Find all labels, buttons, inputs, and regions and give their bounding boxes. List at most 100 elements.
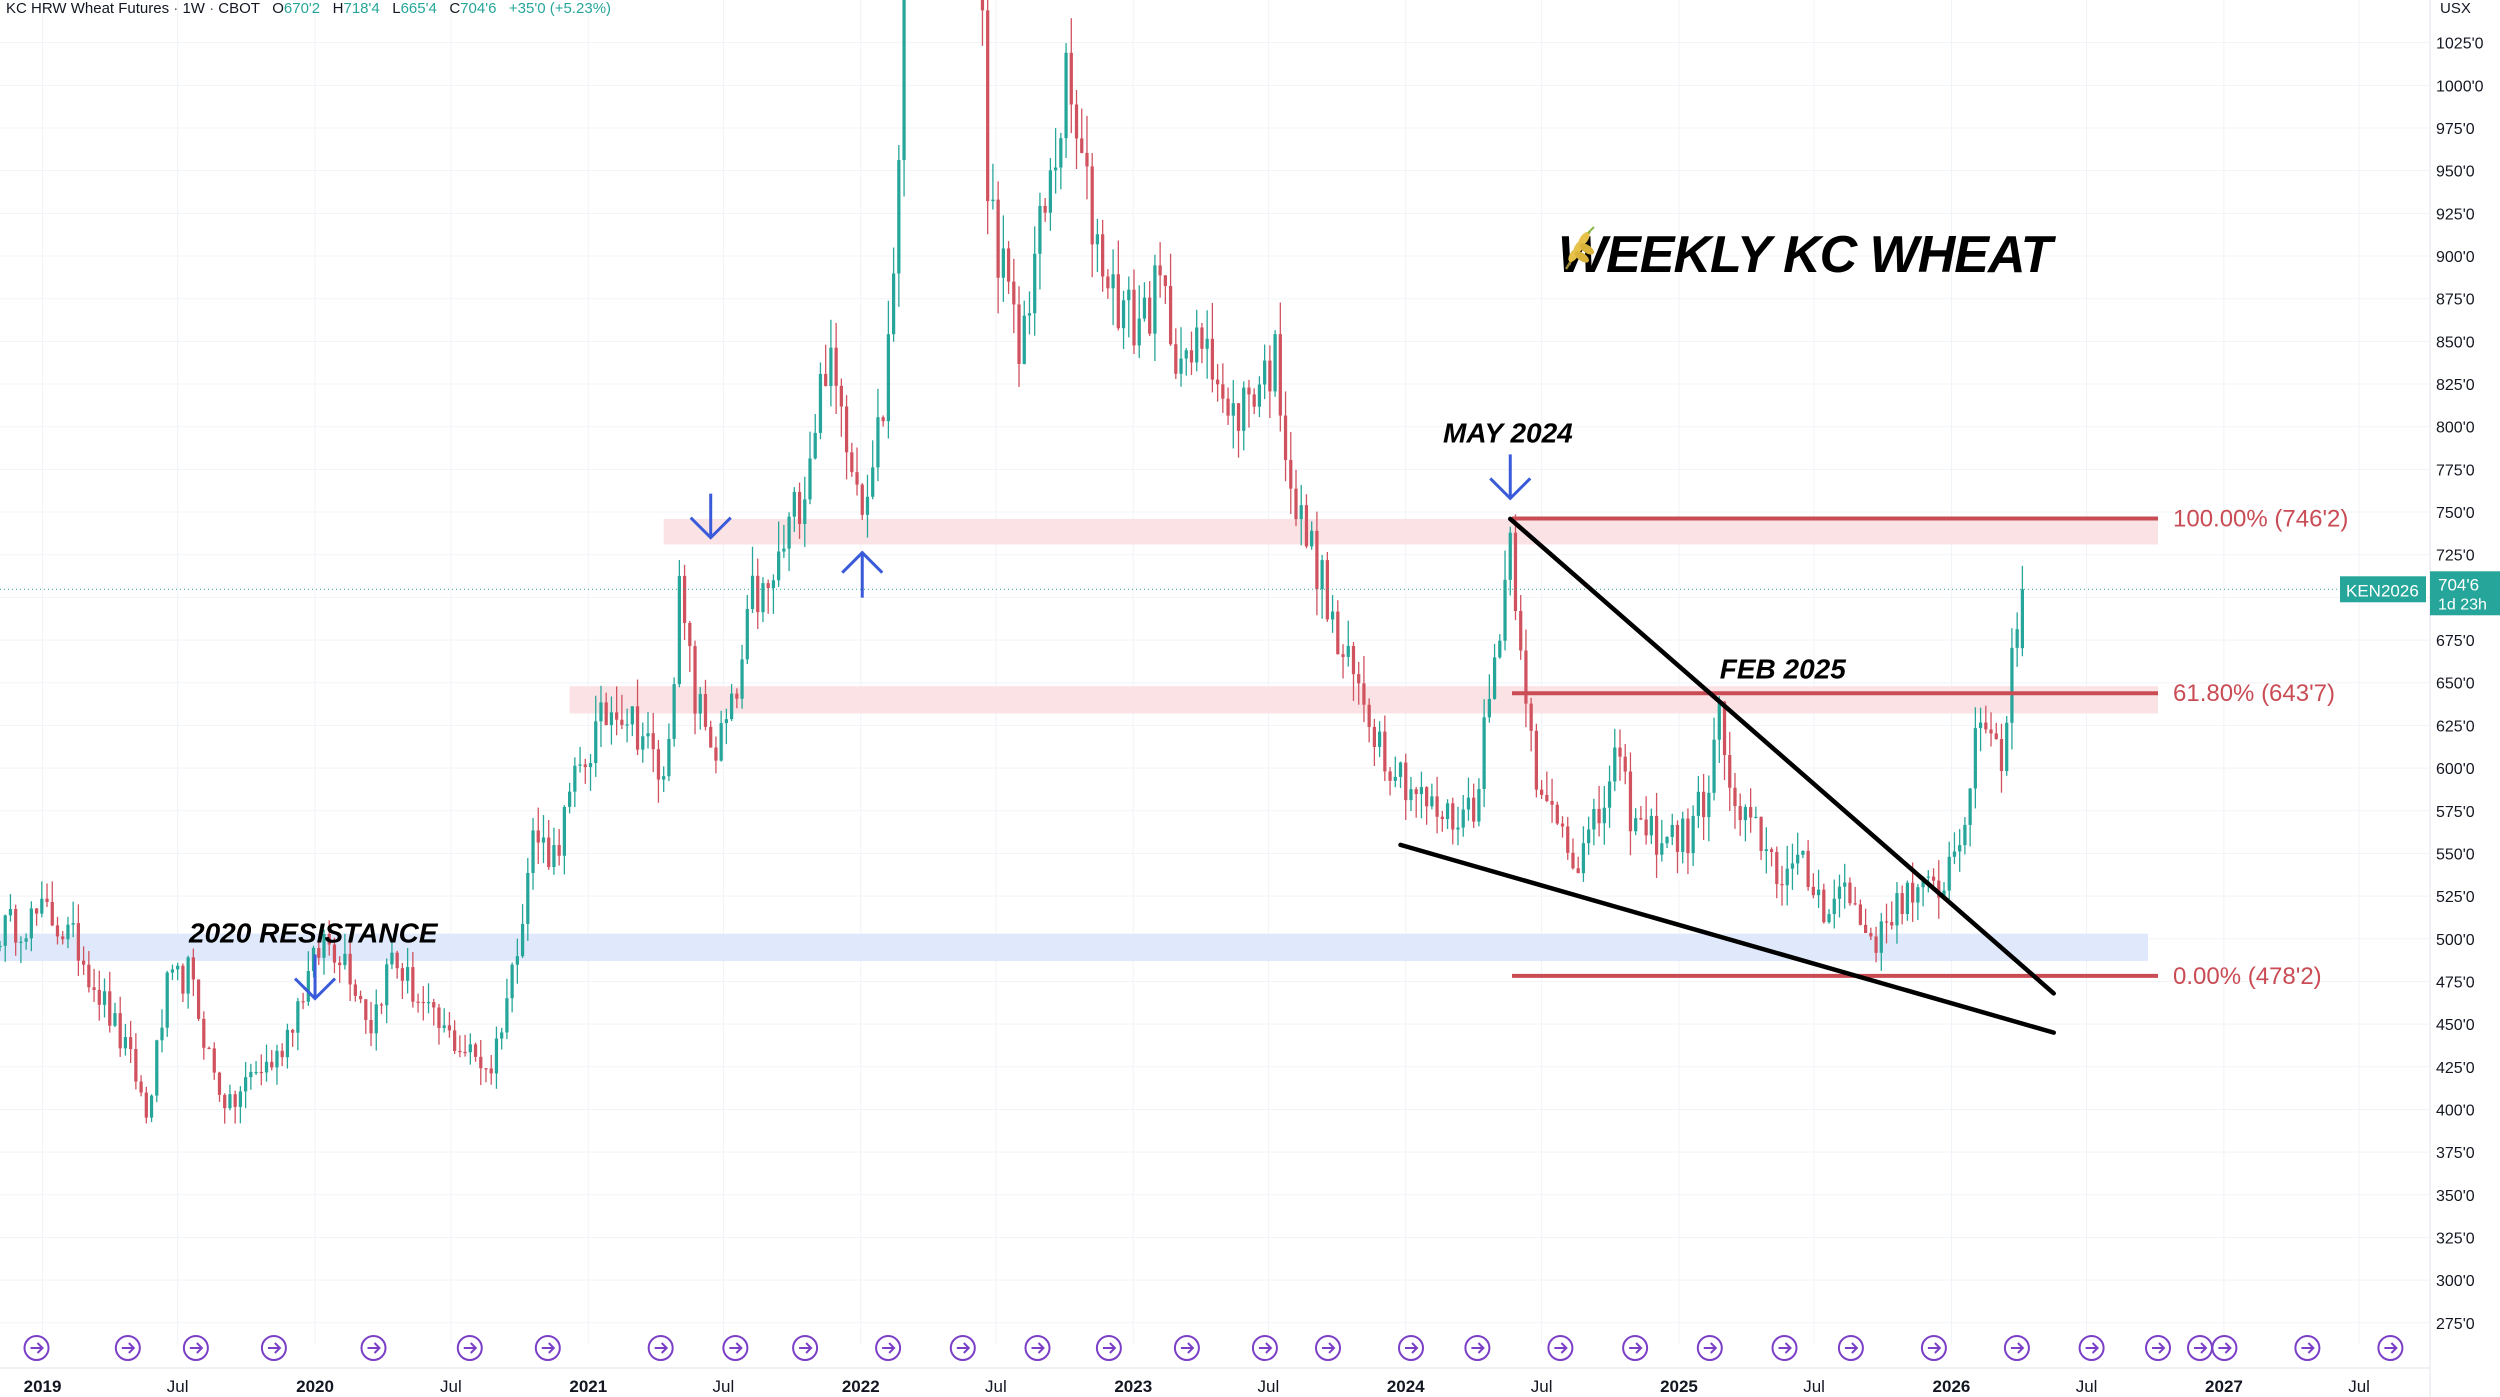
candle-body [1911,882,1915,903]
candle-body [1869,933,1873,937]
candle-body [437,1007,441,1029]
event-marker-icon[interactable] [792,1335,819,1361]
event-marker-icon[interactable] [1464,1335,1491,1361]
candle-body [855,472,859,485]
event-marker-icon[interactable] [23,1335,50,1361]
candle-body [1315,530,1319,590]
currency-label[interactable]: USX [2440,0,2471,17]
candle-body [484,1068,488,1070]
event-marker-icon[interactable] [2294,1335,2321,1361]
time-tick-label: Jul [713,1377,735,1396]
candle-body [1425,787,1429,807]
event-marker-icon[interactable] [1547,1335,1574,1361]
event-marker-icon[interactable] [1024,1335,1051,1361]
time-tick-label: Jul [2348,1377,2370,1396]
candle-body [1043,205,1047,213]
candle-body [113,1013,117,1026]
event-marker-icon[interactable] [1095,1335,1122,1361]
event-marker-icon[interactable] [114,1335,141,1361]
candle-body [829,347,833,387]
candle-body [1931,876,1936,881]
candle-body [123,1037,128,1049]
event-marker-icon[interactable] [722,1335,749,1361]
candle-body [1701,791,1706,818]
candle-body [1268,360,1272,392]
candle-body [594,721,598,764]
candle-body [2015,629,2019,648]
candle-body [202,1018,206,1048]
high-label: H [332,0,344,17]
event-marker-icon[interactable] [647,1335,674,1361]
price-axis[interactable]: 275'0 300'0 325'0 350'0 375'0 400'0 425'0 450'0… [2340,0,2500,1397]
event-marker-icon[interactable] [1696,1335,1723,1361]
candle-body [609,712,614,726]
event-marker-arrow [541,1342,556,1354]
candle-body [1560,823,1565,827]
candle-body [66,924,70,940]
candle-body [8,908,13,916]
candle-body [1221,384,1225,399]
candle-body [630,706,634,725]
event-markers[interactable] [23,1335,2404,1361]
time-axis[interactable]: 2019 Jul 2020 Jul 2021 Jul 2022 Jul 2023 Jul 2024 J… [0,1367,2430,1396]
candle-body [735,693,739,699]
candle-body [45,898,49,902]
event-marker-icon[interactable] [2211,1335,2238,1361]
event-marker-icon[interactable] [1920,1335,1947,1361]
event-marker-icon[interactable] [949,1335,976,1361]
candle-body [50,901,54,926]
symbol-name[interactable]: KC HRW Wheat Futures [6,0,170,17]
event-marker-icon[interactable] [2187,1335,2213,1361]
candle-body [1053,167,1058,171]
candle-body [1513,532,1518,612]
candle-body [1414,789,1418,795]
event-marker-icon[interactable] [1173,1335,1200,1361]
candle-body [547,837,551,868]
event-marker-icon[interactable] [534,1335,561,1361]
event-marker-icon[interactable] [2145,1335,2171,1361]
event-marker-icon[interactable] [2003,1335,2030,1361]
event-marker-icon[interactable] [2078,1335,2105,1361]
event-marker-arrow [367,1342,381,1354]
candle-body [510,964,514,999]
wheat-icon [1564,226,1595,270]
event-marker-icon[interactable] [182,1335,209,1361]
candle-body [860,484,864,515]
candle-body [1749,807,1753,818]
candle-body [667,738,671,777]
event-marker-arrow [2152,1342,2166,1354]
event-marker-arrow [2085,1342,2100,1354]
symbol-legend[interactable]: KC HRW Wheat Futures · 1W · CBOT O670'2 … [6,0,611,18]
event-marker-icon[interactable] [1251,1335,1278,1361]
event-marker-icon[interactable] [260,1335,287,1361]
down-arrow-icon [689,516,732,540]
candle-body [761,583,765,613]
event-marker-icon[interactable] [1771,1335,1798,1361]
candle-body [1916,887,1920,903]
candle-body [1404,762,1408,801]
candle-body [792,491,796,517]
candle-body [1419,787,1424,795]
candle-body [1827,914,1831,923]
event-marker-icon[interactable] [1315,1335,1341,1361]
candle-body [677,575,681,685]
event-marker-icon[interactable] [360,1335,387,1361]
candle-body [1121,300,1126,329]
event-marker-icon[interactable] [875,1335,902,1361]
candle-body [850,452,854,473]
candle-body [327,933,331,945]
event-marker-icon[interactable] [1398,1335,1424,1361]
event-marker-icon[interactable] [1622,1335,1649,1361]
candle-body [1670,824,1674,837]
candle-body [223,1094,227,1109]
candle-body [1534,730,1539,790]
event-marker-icon[interactable] [456,1335,483,1361]
candle-body [656,749,661,780]
event-marker-icon[interactable] [1837,1335,1864,1361]
candle-body [1780,883,1784,886]
candle-body [1362,683,1366,705]
candle-body [1503,579,1507,641]
candle-body [19,941,23,943]
event-marker-icon[interactable] [2377,1335,2404,1361]
